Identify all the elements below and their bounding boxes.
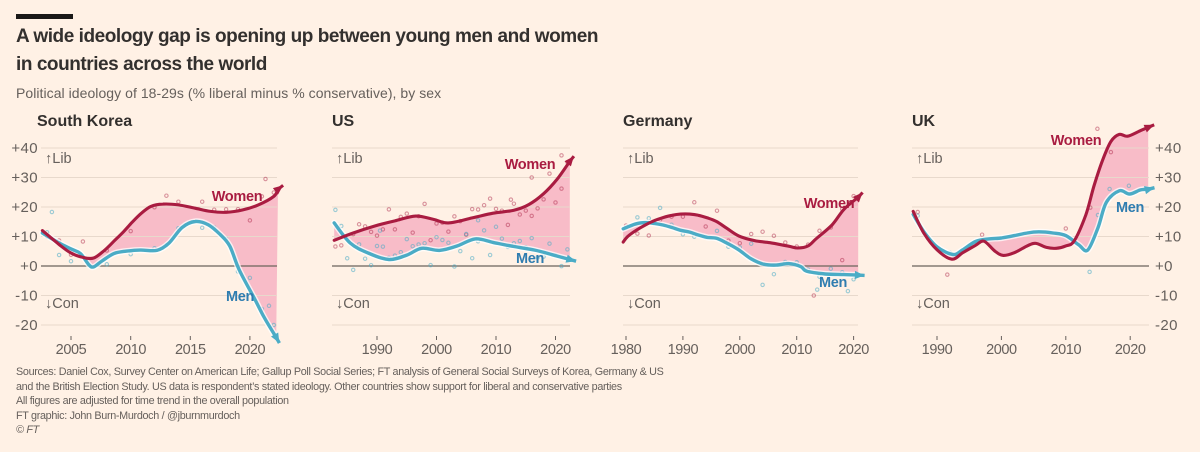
svg-text:↑Lib: ↑Lib: [627, 151, 654, 167]
svg-text:1990: 1990: [668, 342, 699, 358]
svg-text:Men: Men: [1116, 200, 1144, 216]
svg-text:South Korea: South Korea: [37, 113, 132, 130]
svg-text:UK: UK: [912, 113, 936, 130]
svg-text:+0: +0: [20, 258, 38, 275]
svg-text:2020: 2020: [1115, 342, 1146, 358]
svg-text:2020: 2020: [235, 342, 266, 358]
svg-text:-10: -10: [15, 288, 38, 305]
svg-text:Men: Men: [819, 275, 847, 291]
svg-text:↓Con: ↓Con: [627, 296, 661, 312]
svg-text:Women: Women: [1051, 133, 1102, 149]
svg-text:US: US: [332, 113, 355, 130]
svg-text:+10: +10: [11, 229, 38, 246]
svg-text:2010: 2010: [115, 342, 146, 358]
svg-text:2010: 2010: [1050, 342, 1081, 358]
svg-text:+40: +40: [1155, 140, 1182, 157]
svg-text:+0: +0: [1155, 258, 1173, 275]
svg-text:↑Lib: ↑Lib: [916, 151, 943, 167]
svg-text:↑Lib: ↑Lib: [45, 151, 72, 167]
svg-text:+40: +40: [11, 140, 38, 157]
svg-text:+20: +20: [11, 199, 38, 216]
svg-text:2000: 2000: [724, 342, 755, 358]
svg-text:-20: -20: [15, 317, 38, 334]
svg-text:2020: 2020: [540, 342, 571, 358]
svg-text:↑Lib: ↑Lib: [336, 151, 363, 167]
svg-text:+30: +30: [1155, 170, 1182, 187]
svg-text:+20: +20: [1155, 199, 1182, 216]
svg-text:↓Con: ↓Con: [45, 296, 79, 312]
svg-text:Men: Men: [226, 289, 254, 305]
svg-text:-10: -10: [1155, 288, 1178, 305]
svg-text:2020: 2020: [838, 342, 869, 358]
svg-text:Women: Women: [804, 196, 855, 212]
svg-text:2000: 2000: [421, 342, 452, 358]
svg-text:Men: Men: [516, 251, 544, 267]
svg-text:1990: 1990: [362, 342, 393, 358]
svg-text:Women: Women: [212, 189, 263, 205]
svg-text:2000: 2000: [986, 342, 1017, 358]
svg-text:+30: +30: [11, 170, 38, 187]
svg-text:+10: +10: [1155, 229, 1182, 246]
svg-text:↓Con: ↓Con: [916, 296, 950, 312]
svg-text:Women: Women: [505, 157, 556, 173]
svg-text:2005: 2005: [56, 342, 87, 358]
svg-text:1990: 1990: [922, 342, 953, 358]
svg-text:-20: -20: [1155, 317, 1178, 334]
svg-text:↓Con: ↓Con: [336, 296, 370, 312]
svg-text:1980: 1980: [611, 342, 642, 358]
svg-text:2015: 2015: [175, 342, 206, 358]
svg-text:2010: 2010: [781, 342, 812, 358]
svg-text:2010: 2010: [481, 342, 512, 358]
svg-text:Germany: Germany: [623, 113, 692, 130]
